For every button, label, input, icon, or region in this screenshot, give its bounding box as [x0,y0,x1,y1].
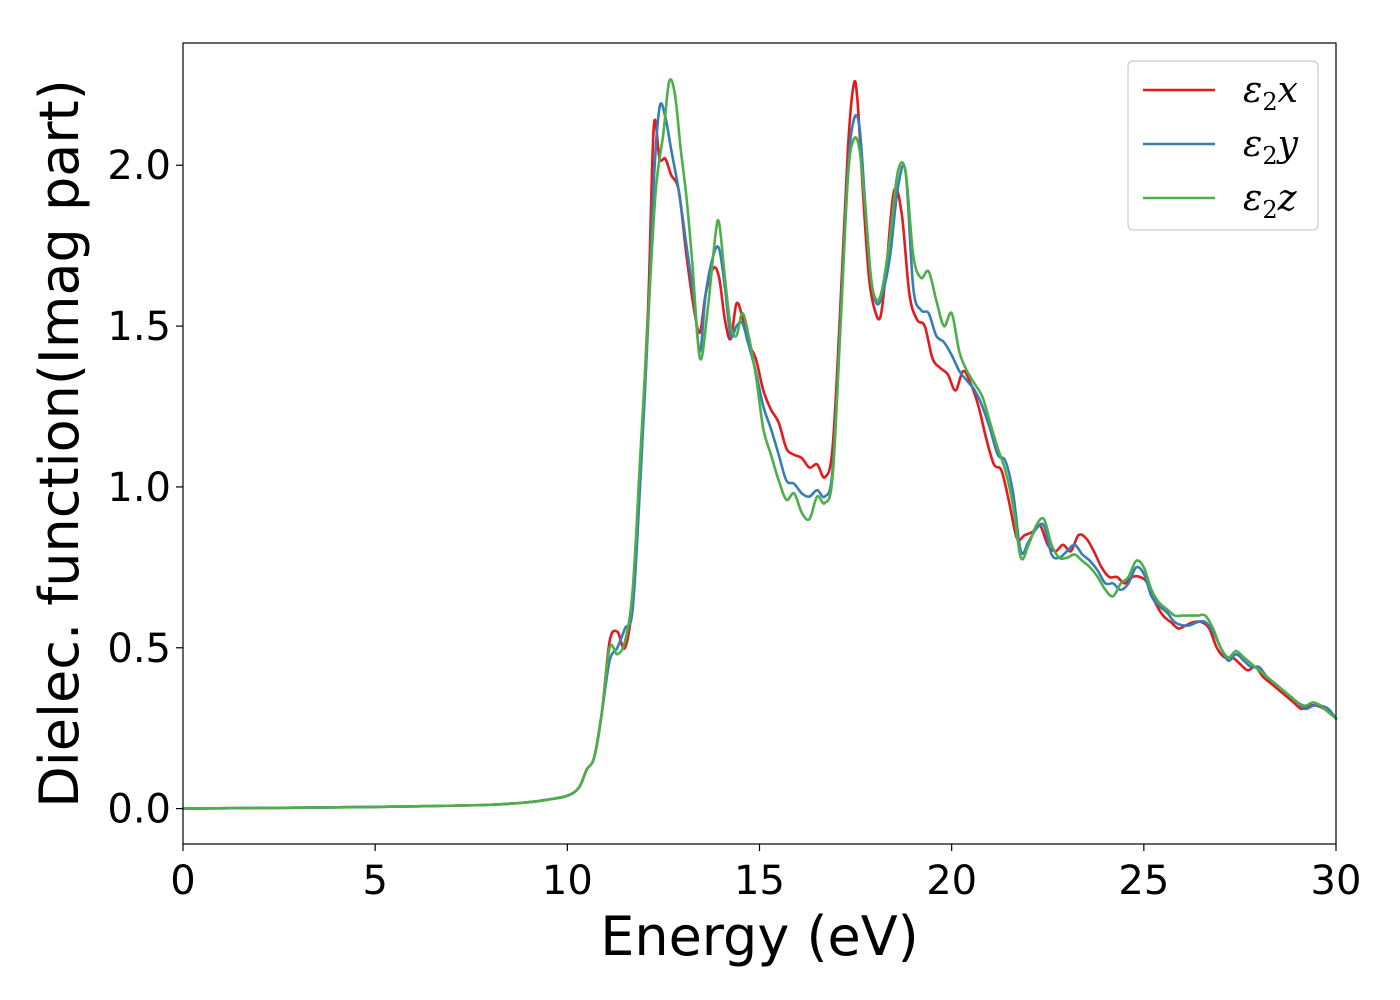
y-tick-label: 2.0 [107,143,171,189]
x-tick-label: 15 [734,858,785,904]
y-tick-label: 0.0 [107,787,171,833]
y-tick-label: 1.5 [107,304,171,350]
x-tick-label: 25 [1118,858,1169,904]
x-axis-label: Energy (eV) [600,905,919,968]
y-tick-label: 0.5 [107,626,171,672]
x-tick-label: 10 [542,858,593,904]
series-line-z [181,78,1338,810]
x-tick-label: 5 [362,858,387,904]
x-tick-label: 30 [1311,858,1362,904]
y-axis-label: Dielec. function(Imag part) [28,79,91,808]
legend-box [1127,60,1319,231]
legend-label-x: ε2x [1243,70,1298,116]
x-axis-ticks: 0 5 10 15 20 25 30 [170,844,1361,904]
x-tick-label: 0 [170,858,195,904]
y-tick-label: 1.0 [107,465,171,511]
legend-label-y: ε2y [1243,124,1299,170]
legend-label-z: ε2z [1243,178,1298,224]
series-lines [181,78,1338,810]
legend: ε2x ε2y ε2z [1127,60,1319,231]
x-tick-label: 20 [926,858,977,904]
y-axis-ticks: 0.0 0.5 1.0 1.5 2.0 [107,143,183,833]
